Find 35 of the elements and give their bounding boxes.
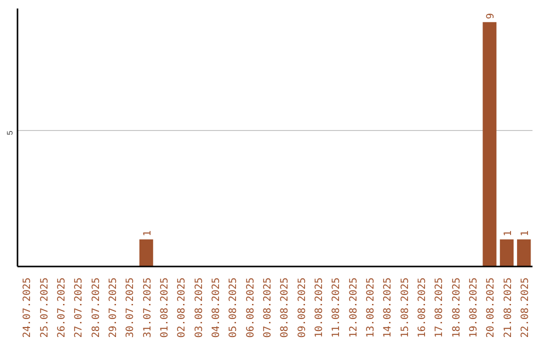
x-tick-label: 28.07.2025 [90, 277, 102, 338]
x-tick-label: 07.08.2025 [262, 277, 274, 338]
x-tick-label: 20.08.2025 [486, 277, 497, 338]
data-label: 1 [502, 230, 514, 236]
data-label: 9 [486, 13, 497, 20]
x-tick-label: 04.08.2025 [210, 277, 222, 338]
x-tick-label: 21.08.2025 [502, 277, 514, 338]
x-tick-label: 27.07.2025 [74, 277, 85, 338]
data-label: 1 [142, 230, 154, 236]
x-tick-label: 18.08.2025 [451, 277, 462, 338]
x-tick-label: 13.08.2025 [365, 277, 376, 338]
x-tick-label: 11.08.2025 [331, 277, 342, 338]
x-tick-label: 08.08.2025 [280, 277, 291, 338]
x-tick-label: 03.08.2025 [194, 277, 205, 338]
x-tick-label: 14.08.2025 [382, 277, 394, 338]
x-tick-label: 05.08.2025 [228, 277, 240, 338]
x-tick-label: 24.07.2025 [22, 277, 34, 338]
data-label: 1 [520, 230, 531, 236]
x-tick-label: 06.08.2025 [245, 277, 256, 338]
x-tick-label: 01.08.2025 [159, 277, 170, 338]
x-tick-label: 02.08.2025 [176, 277, 188, 338]
x-tick-label: 25.07.2025 [39, 277, 50, 338]
x-tick-label: 19.08.2025 [468, 277, 480, 338]
x-tick-label: 22.08.2025 [520, 277, 531, 338]
x-tick-label: 09.08.2025 [296, 277, 308, 338]
x-tick-label: 26.07.2025 [56, 277, 68, 338]
x-tick-label: 16.08.2025 [416, 277, 428, 338]
x-tick-label: 29.07.2025 [108, 277, 119, 338]
x-tick-label: 31.07.2025 [142, 277, 154, 338]
x-tick-label: 10.08.2025 [314, 277, 325, 338]
x-tick-label: 17.08.2025 [434, 277, 446, 338]
y-tick-label: 5 [6, 130, 14, 136]
x-tick-label: 12.08.2025 [348, 277, 360, 338]
x-tick-label: 15.08.2025 [400, 277, 411, 338]
x-tick-label: 30.07.2025 [125, 277, 136, 338]
